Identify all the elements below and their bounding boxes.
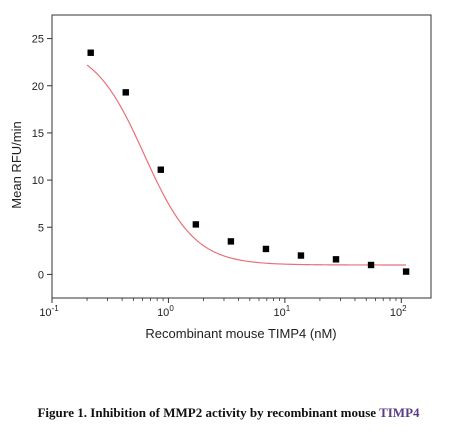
y-tick-label: 20	[32, 81, 44, 93]
data-points	[87, 49, 410, 275]
y-tick-label: 5	[38, 222, 44, 234]
caption-text: Figure 1. Inhibition of MMP2 activity by…	[37, 405, 380, 420]
fit-curve	[86, 64, 407, 266]
data-point	[192, 221, 200, 228]
x-tick-label: 10-1	[39, 304, 59, 319]
x-tick-label: 100	[157, 304, 174, 319]
x-tick-label: 102	[390, 304, 407, 319]
data-point	[332, 256, 340, 263]
data-point	[367, 261, 375, 269]
tick-labels: 0 5 10 15 20 25 10-1 100 101 102	[32, 34, 407, 319]
figure-caption: Figure 1. Inhibition of MMP2 activity by…	[0, 405, 457, 421]
x-tick-label: 101	[274, 304, 291, 319]
data-point	[87, 49, 94, 56]
y-tick-label: 15	[32, 128, 44, 140]
y-tick-label: 0	[38, 269, 44, 281]
plot-frame	[51, 14, 432, 299]
x-axis-title: Recombinant mouse TIMP4 (nM)	[145, 326, 336, 341]
data-point	[157, 166, 165, 173]
data-point	[262, 245, 270, 253]
data-point	[297, 252, 305, 259]
data-point	[122, 89, 129, 96]
data-point	[227, 238, 235, 245]
axis-ticks	[47, 38, 402, 303]
y-axis-title: Mean RFU/min	[9, 121, 24, 208]
y-tick-label: 10	[32, 175, 44, 187]
data-point	[402, 268, 410, 275]
caption-accent: TIMP4	[379, 405, 420, 420]
chart: 0 5 10 15 20 25 10-1 100 101 102 Recombinant mous…	[9, 14, 432, 341]
y-tick-label: 25	[32, 34, 44, 46]
